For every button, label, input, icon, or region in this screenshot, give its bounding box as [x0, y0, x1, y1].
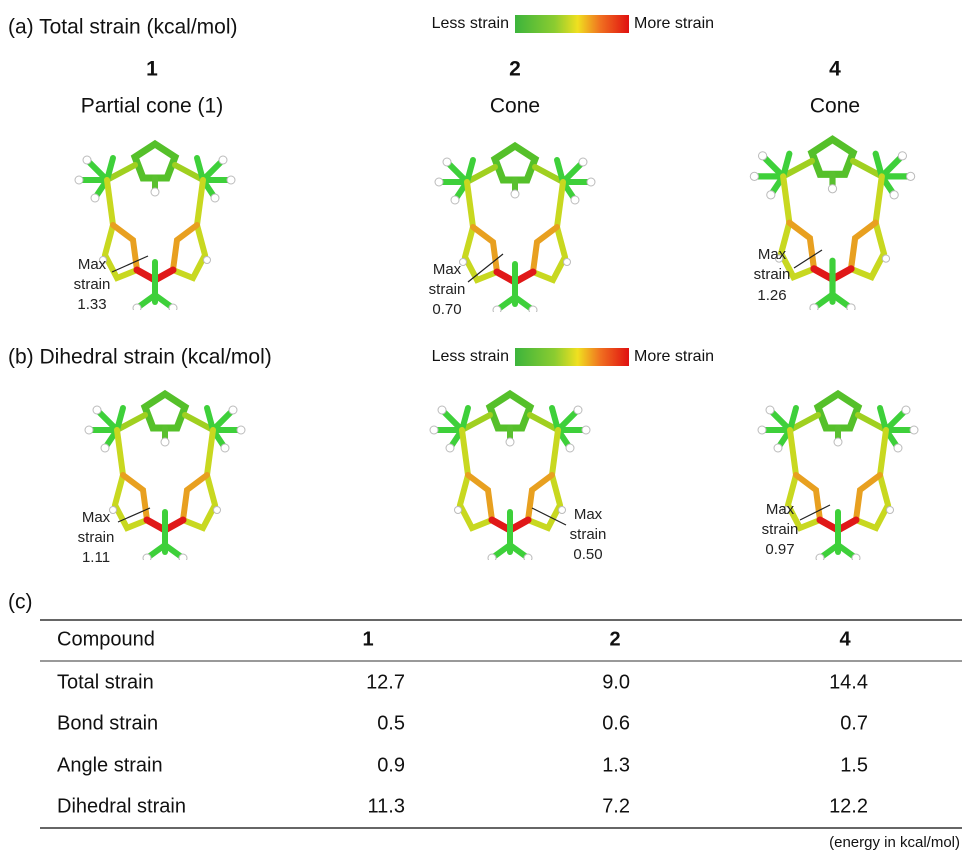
annotation-line: 1.26 [757, 287, 786, 304]
annotation-line: 1.11 [82, 549, 110, 566]
conformation: Partial cone (1) [81, 95, 223, 118]
table-cell: 1.3 [602, 754, 630, 776]
annotation: Max strain 0.50 [532, 506, 606, 563]
table-cell: 12.7 [366, 671, 405, 693]
legend-gradient [515, 15, 629, 33]
legend-gradient [515, 348, 629, 366]
arrow [794, 250, 822, 268]
annotation-line: Max [433, 261, 462, 278]
compound-id: 2 [509, 58, 521, 81]
table-cell: 9.0 [602, 671, 630, 693]
annotation-line: strain [74, 276, 111, 293]
figure: (a) Total strain (kcal/mol) Less strain … [0, 0, 962, 852]
row-label: Total strain [57, 671, 154, 693]
conformation: Cone [490, 95, 540, 118]
annotation-line: Max [758, 246, 787, 263]
annotation-line: Max [82, 509, 111, 526]
row-label: Angle strain [57, 754, 163, 776]
table: Compound 1 2 4 Total strain 12.7 9.0 14.4 Bond s… [57, 628, 868, 817]
annotation-line: 0.50 [573, 546, 602, 563]
annotation-line: 0.70 [432, 301, 461, 318]
table-header: 4 [839, 628, 851, 650]
annotation-line: 1.33 [77, 296, 106, 313]
table-cell: 11.3 [368, 795, 405, 817]
table-header: 2 [609, 628, 620, 650]
panel-title: (a) Total strain (kcal/mol) [8, 16, 238, 39]
table-header: Compound [57, 628, 155, 650]
table-cell: 0.9 [377, 754, 405, 776]
legend-high: More strain [634, 15, 714, 32]
annotation-line: Max [78, 256, 107, 273]
annotation: Max strain 0.97 [762, 501, 830, 558]
table-cell: 0.6 [602, 712, 630, 734]
row-label: Dihedral strain [57, 795, 186, 817]
compound-id: 4 [829, 58, 841, 81]
table-cell: 12.2 [829, 795, 868, 817]
legend-high: More strain [634, 348, 714, 365]
molecule [430, 394, 590, 562]
annotation-line: strain [429, 281, 466, 298]
table-note: (energy in kcal/mol) [829, 834, 960, 851]
panel-title: (c) [8, 591, 33, 614]
conformation: Cone [810, 95, 860, 118]
row-label: Bond strain [57, 712, 158, 734]
arrow [800, 505, 830, 520]
legend-low: Less strain [432, 15, 509, 32]
annotation-line: Max [766, 501, 795, 518]
table-cell: 0.5 [377, 712, 405, 734]
panel-title: (b) Dihedral strain (kcal/mol) [8, 346, 272, 369]
annotation-line: Max [574, 506, 603, 523]
table-cell: 14.4 [829, 671, 868, 693]
annotation-line: strain [570, 526, 607, 543]
annotation-line: strain [78, 529, 115, 546]
compound-id: 1 [146, 58, 158, 81]
annotation-line: 0.97 [765, 541, 794, 558]
table-header: 1 [362, 628, 373, 650]
table-cell: 7.2 [602, 795, 630, 817]
annotation-line: strain [754, 266, 791, 283]
annotation: Max strain 1.11 [78, 508, 150, 566]
table-cell: 1.5 [840, 754, 868, 776]
annotation-line: strain [762, 521, 799, 538]
table-cell: 0.7 [840, 712, 868, 734]
legend-low: Less strain [432, 348, 509, 365]
